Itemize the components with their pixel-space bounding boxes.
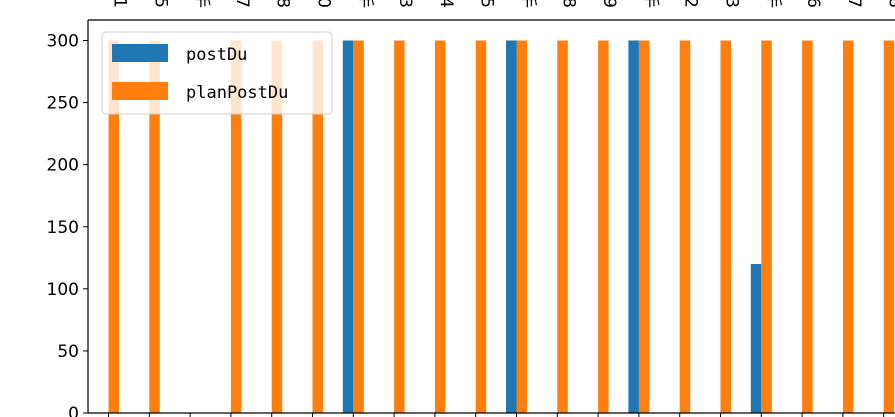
x-tick-label-3: 7 — [232, 0, 252, 8]
legend: postDu planPostDu — [101, 31, 333, 115]
x-tick-label-19: 8 — [885, 0, 895, 8]
x-tick-label-2: 手 — [191, 0, 211, 8]
bar-planPostDu-10 — [516, 40, 527, 413]
legend-swatch-planPostDu — [112, 82, 168, 100]
y-tick-label-2: 100 — [47, 280, 79, 300]
bar-planPostDu-14 — [679, 40, 691, 413]
x-tick-label-16: 手 — [762, 0, 782, 8]
x-tick-label-6: 手 — [354, 0, 374, 8]
bar-planPostDu-18 — [842, 40, 854, 413]
x-tick-label-12: 9 — [599, 0, 619, 8]
y-tick-label-5: 250 — [47, 94, 79, 114]
bar-planPostDu-17 — [802, 40, 813, 413]
bar-postDu-16 — [750, 264, 762, 413]
x-tick-label-4: 8 — [273, 0, 293, 8]
bar-planPostDu-7 — [394, 40, 405, 413]
x-tick-label-0: 1 — [110, 0, 130, 8]
bar-planPostDu-3 — [230, 40, 242, 413]
y-tick-label-3: 150 — [47, 218, 79, 238]
x-axis-ticks: 1 5 手 7 8 0 手 3 4 5 手 8 9 手 2 3 手 6 7 8 — [108, 0, 895, 417]
bar-postDu-13 — [628, 40, 639, 413]
x-tick-label-18: 7 — [844, 0, 864, 8]
bar-planPostDu-8 — [434, 40, 446, 413]
bar-planPostDu-13 — [638, 40, 650, 413]
bar-planPostDu-9 — [475, 40, 487, 413]
legend-swatch-postDu — [112, 44, 168, 62]
y-tick-label-6: 300 — [47, 32, 79, 52]
legend-label-postDu: postDu — [186, 45, 247, 65]
x-tick-label-13: 手 — [640, 0, 660, 8]
x-tick-label-10: 手 — [518, 0, 538, 8]
bars-layer — [108, 40, 895, 413]
x-tick-label-17: 6 — [803, 0, 823, 8]
y-tick-label-1: 50 — [57, 342, 79, 362]
bar-planPostDu-5 — [312, 40, 323, 413]
x-tick-label-1: 5 — [150, 0, 170, 8]
y-tick-label-4: 200 — [47, 156, 79, 176]
x-tick-label-7: 3 — [395, 0, 415, 8]
x-tick-label-11: 8 — [558, 0, 578, 8]
x-tick-label-15: 3 — [722, 0, 742, 8]
bar-planPostDu-11 — [557, 40, 568, 413]
bar-planPostDu-6 — [353, 40, 364, 413]
bar-planPostDu-1 — [149, 40, 160, 413]
bar-planPostDu-15 — [720, 40, 731, 413]
legend-label-planPostDu: planPostDu — [186, 83, 288, 103]
bar-planPostDu-0 — [108, 40, 119, 413]
x-tick-label-9: 5 — [477, 0, 497, 8]
bar-postDu-6 — [342, 40, 354, 413]
y-axis-ticks: 0 50 100 150 200 250 300 — [47, 32, 88, 417]
bar-planPostDu-12 — [598, 40, 609, 413]
bar-planPostDu-19 — [883, 40, 895, 413]
y-tick-label-0: 0 — [68, 404, 79, 417]
bar-postDu-10 — [506, 40, 517, 413]
bar-planPostDu-16 — [761, 40, 772, 413]
x-tick-label-8: 4 — [436, 0, 456, 8]
x-tick-label-5: 0 — [314, 0, 334, 8]
bar-planPostDu-4 — [271, 40, 283, 413]
x-tick-label-14: 2 — [681, 0, 701, 8]
